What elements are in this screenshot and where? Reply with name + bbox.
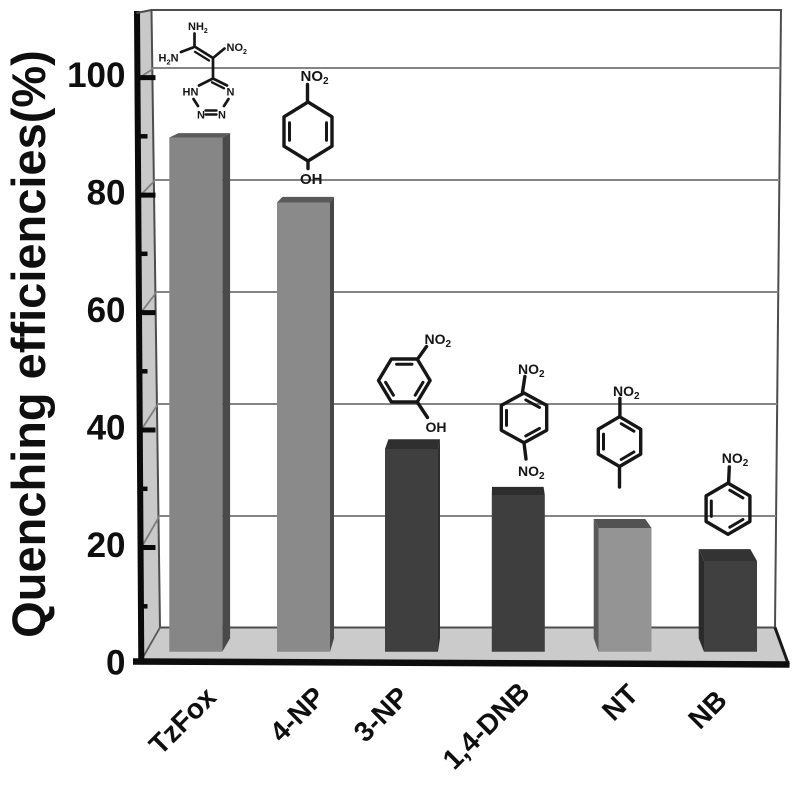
svg-text:0: 0 [106,644,125,683]
svg-text:HN: HN [183,87,199,99]
svg-text:OH: OH [426,419,447,435]
svg-text:NO2: NO2 [518,463,545,482]
svg-text:H2N: H2N [159,53,179,67]
svg-text:N: N [227,87,235,99]
svg-text:N: N [218,110,226,122]
svg-text:40: 40 [87,409,126,448]
svg-text:100: 100 [67,56,125,95]
svg-text:80: 80 [87,174,126,213]
svg-text:NO2: NO2 [425,331,452,350]
svg-text:N: N [197,110,205,122]
svg-text:NH2: NH2 [188,21,208,35]
svg-text:Quenching efficiencies(%): Quenching efficiencies(%) [2,50,55,638]
svg-text:NO2: NO2 [301,68,330,87]
svg-text:60: 60 [87,291,126,330]
svg-text:NO2: NO2 [722,450,749,469]
svg-text:NO2: NO2 [227,42,248,56]
svg-text:20: 20 [87,526,126,565]
svg-text:OH: OH [300,171,323,188]
